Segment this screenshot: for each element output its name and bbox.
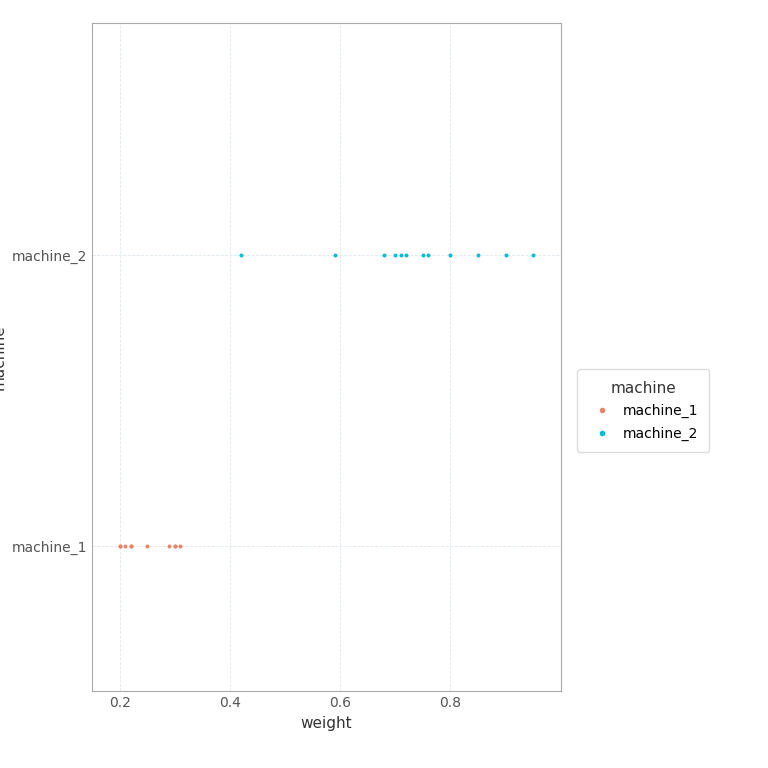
Point — [124, 540, 137, 552]
Point — [119, 540, 131, 552]
Point — [389, 250, 402, 262]
Point — [114, 540, 126, 552]
Point — [141, 540, 154, 552]
Point — [400, 250, 412, 262]
Point — [395, 250, 407, 262]
Point — [329, 250, 341, 262]
Point — [235, 250, 247, 262]
Point — [169, 540, 181, 552]
Point — [527, 250, 539, 262]
Point — [472, 250, 484, 262]
Point — [417, 250, 429, 262]
Point — [163, 540, 175, 552]
Point — [422, 250, 435, 262]
Point — [124, 540, 137, 552]
Point — [114, 540, 126, 552]
Legend: machine_1, machine_2: machine_1, machine_2 — [577, 369, 710, 452]
Point — [444, 250, 456, 262]
X-axis label: weight: weight — [300, 716, 353, 730]
Point — [378, 250, 390, 262]
Point — [499, 250, 511, 262]
Point — [169, 540, 181, 552]
Y-axis label: machine: machine — [0, 324, 6, 390]
Point — [174, 540, 187, 552]
